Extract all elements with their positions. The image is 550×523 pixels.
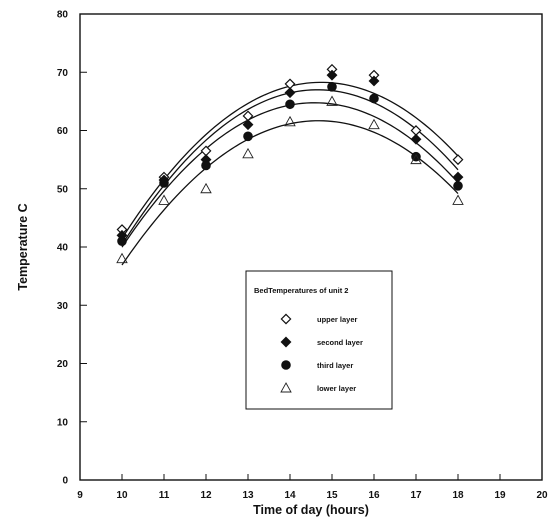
x-axis-ticks: 9 10 11 12 13 14 15 16 17 18 19 20 [77, 474, 548, 501]
plot-frame [79, 13, 543, 481]
legend-label: second layer [317, 338, 363, 347]
x-tick-label: 14 [284, 490, 296, 501]
x-tick-label: 15 [326, 490, 338, 501]
third-layer-point [327, 82, 337, 92]
third-layer-point [285, 99, 295, 110]
legend-items: upper layer second layer third layer lower … [280, 313, 363, 393]
legend-label: lower layer [317, 384, 356, 393]
third-layer-point [369, 93, 379, 104]
second-layer-point [368, 75, 380, 87]
x-tick-label: 17 [410, 490, 422, 501]
y-axis-ticks: 0 10 20 30 40 50 60 70 80 [57, 10, 87, 487]
lower-layer-point [200, 182, 212, 194]
third-layer-point [117, 236, 127, 246]
lower-layer-point [116, 252, 128, 264]
data-markers [116, 63, 464, 264]
x-tick-label: 20 [536, 490, 548, 501]
y-tick-label: 80 [57, 10, 69, 21]
lower-layer-point [326, 95, 338, 106]
lower-layer-point [284, 115, 296, 127]
third-layer-point [453, 181, 463, 191]
x-tick-label: 10 [116, 490, 128, 501]
y-tick-label: 50 [57, 184, 69, 195]
second-layer-point [284, 87, 296, 99]
lower-layer-point [410, 153, 422, 165]
lower-layer-point [242, 147, 254, 159]
y-tick-label: 10 [57, 417, 69, 428]
second-layer-point [452, 171, 464, 183]
x-tick-label: 19 [494, 490, 506, 501]
third-layer-point [201, 160, 211, 171]
x-tick-label: 12 [200, 490, 212, 501]
legend-title: BedTemperatures of unit 2 [254, 286, 348, 295]
second-layer-point [410, 133, 422, 145]
y-tick-label: 0 [62, 476, 68, 487]
legend-marker-third-layer [281, 360, 291, 370]
legend-marker-second-layer [280, 336, 292, 348]
x-tick-label: 18 [452, 490, 464, 501]
second-layer-point [242, 119, 254, 131]
upper-layer-point [200, 145, 212, 157]
x-tick-label: 13 [242, 490, 254, 501]
legend-label: upper layer [317, 315, 358, 324]
x-tick-label: 16 [368, 490, 380, 501]
lower-layer-point [452, 194, 464, 205]
x-tick-label: 9 [77, 490, 83, 501]
third-layer-point [243, 131, 253, 142]
third-layer-point [159, 178, 169, 188]
y-tick-label: 20 [57, 359, 69, 370]
legend-label: third layer [317, 361, 353, 370]
y-tick-label: 40 [57, 243, 69, 254]
y-tick-label: 30 [57, 301, 69, 312]
lower-layer-point [158, 194, 170, 205]
y-tick-label: 70 [57, 68, 69, 79]
y-tick-label: 60 [57, 126, 69, 137]
fit-curve [121, 89, 459, 246]
legend-marker-upper-layer [280, 313, 292, 325]
x-tick-label: 11 [159, 490, 170, 501]
upper-layer-point [242, 110, 254, 122]
y-axis-title: Temperature C [16, 203, 30, 290]
legend: BedTemperatures of unit 2 upper layer sec… [245, 270, 393, 410]
fit-curve [121, 120, 459, 266]
upper-layer-point [452, 154, 464, 166]
x-axis-title: Time of day (hours) [253, 503, 369, 517]
fit-curves [121, 81, 459, 266]
legend-marker-lower-layer [280, 382, 292, 393]
lower-layer-point [368, 118, 380, 130]
legend-box [245, 270, 393, 410]
second-layer-point [326, 69, 338, 81]
